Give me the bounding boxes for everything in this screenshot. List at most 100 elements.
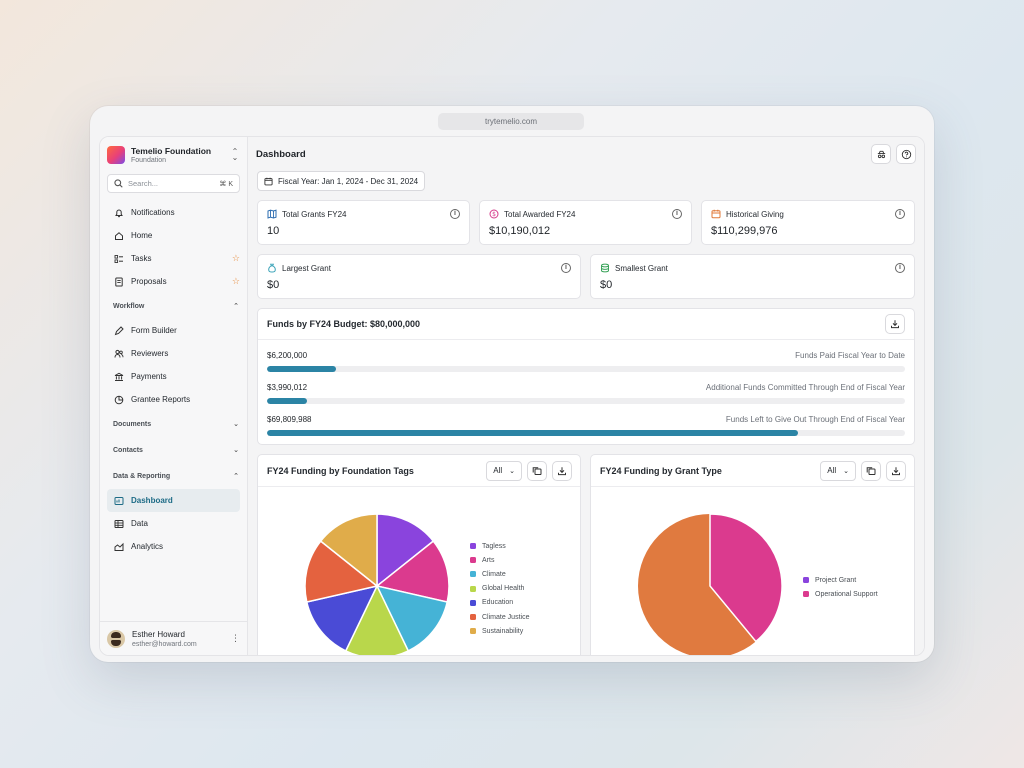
legend-item[interactable]: Education <box>470 596 529 610</box>
section-documents[interactable]: Documents ⌄ <box>100 411 247 437</box>
sidebar-item-grantee-reports[interactable]: Grantee Reports <box>100 388 247 411</box>
legend-item[interactable]: Climate <box>470 567 529 581</box>
people-icon <box>114 349 124 359</box>
download-button[interactable] <box>886 460 906 481</box>
incognito-button[interactable] <box>871 144 891 164</box>
sidebar-item-label: Tasks <box>131 254 152 263</box>
legend-item[interactable]: Arts <box>470 553 529 567</box>
grant-type-pie-chart <box>638 513 783 655</box>
pie-slice-operational-support[interactable] <box>709 513 783 643</box>
filter-select[interactable]: All ⌄ <box>486 460 522 481</box>
legend-item[interactable]: Operational Support <box>803 587 878 601</box>
legend-item[interactable]: Sustainability <box>470 624 529 638</box>
legend-swatch <box>470 543 476 550</box>
book-icon <box>267 209 277 219</box>
url-bar[interactable]: trytemelio.com <box>438 113 584 130</box>
info-icon[interactable]: i <box>672 209 682 219</box>
legend-item[interactable]: Project Grant <box>803 573 878 587</box>
section-label: Data & Reporting <box>113 472 171 480</box>
chevron-down-icon: ⌄ <box>509 467 515 475</box>
legend-item[interactable]: Climate Justice <box>470 610 529 624</box>
device-frame: trytemelio.com Temelio Foundation Founda… <box>90 106 934 662</box>
sidebar-item-proposals[interactable]: Proposals ☆ <box>100 270 247 293</box>
copy-button[interactable] <box>861 460 881 481</box>
table-icon <box>114 519 124 529</box>
legend-label: Global Health <box>482 585 525 593</box>
app-window: Temelio Foundation Foundation ⌃ ⌄ Search.… <box>99 136 925 656</box>
sidebar-item-label: Grantee Reports <box>131 395 191 404</box>
org-switcher[interactable]: Temelio Foundation Foundation ⌃ ⌄ <box>100 137 247 170</box>
legend-label: Project Grant <box>815 576 857 584</box>
sidebar-item-label: Analytics <box>131 542 164 551</box>
pie-slice-climate-justice[interactable] <box>304 540 379 603</box>
download-button[interactable] <box>885 314 905 334</box>
stat-value: $110,299,976 <box>711 225 778 237</box>
budget-card: Funds by FY24 Budget: $80,000,000 $6,200… <box>257 308 915 445</box>
star-icon[interactable]: ☆ <box>231 276 240 286</box>
sidebar-item-notifications[interactable]: Notifications <box>100 201 247 224</box>
legend-label: Operational Support <box>815 590 878 598</box>
section-data-reporting[interactable]: Data & Reporting ⌃ <box>100 463 247 489</box>
pie-slice-arts[interactable] <box>375 540 450 603</box>
calendar-icon <box>264 177 273 186</box>
sidebar-item-data[interactable]: Data <box>100 512 247 535</box>
download-button[interactable] <box>552 460 572 481</box>
dollar-icon: $ <box>489 209 499 219</box>
sidebar-item-label: Notifications <box>131 208 175 217</box>
chevron-up-down-icon[interactable]: ⌃ ⌄ <box>231 147 239 162</box>
section-label: Documents <box>113 420 152 428</box>
legend-label: Climate <box>482 570 506 578</box>
sidebar-item-label: Reviewers <box>131 349 169 358</box>
info-icon[interactable]: i <box>561 263 571 273</box>
filter-value: All <box>827 466 837 475</box>
user-menu[interactable]: Esther Howard esther@howard.com ⋮ <box>100 621 247 655</box>
pie-slice-global-health[interactable] <box>344 584 410 656</box>
legend-swatch <box>470 557 476 564</box>
legend-label: Tagless <box>482 542 506 550</box>
section-contacts[interactable]: Contacts ⌄ <box>100 437 247 463</box>
sidebar-item-reviewers[interactable]: Reviewers <box>100 342 247 365</box>
help-icon <box>901 149 911 159</box>
help-button[interactable] <box>896 144 916 164</box>
info-icon[interactable]: i <box>895 263 905 273</box>
legend-item[interactable]: Global Health <box>470 582 529 596</box>
sidebar-item-form-builder[interactable]: Form Builder <box>100 319 247 342</box>
stat-card-largest-grant: Largest Grant i $0 <box>257 254 581 299</box>
sidebar-item-dashboard[interactable]: Dashboard <box>107 489 240 512</box>
legend-swatch <box>470 628 476 635</box>
budget-amount: $3,990,012 <box>267 383 308 392</box>
pie-slice-climate[interactable] <box>375 584 449 652</box>
pie-slice-sustainability[interactable] <box>319 513 378 588</box>
stat-value: 10 <box>267 225 280 237</box>
sidebar-item-analytics[interactable]: Analytics <box>100 535 247 558</box>
budget-row-committed: $3,990,012 Additional Funds Committed Thr… <box>267 383 905 404</box>
user-name: Esther Howard <box>132 629 185 639</box>
filter-select[interactable]: All ⌄ <box>820 460 856 481</box>
sidebar-item-tasks[interactable]: Tasks ☆ <box>100 247 247 270</box>
legend-item[interactable]: Tagless <box>470 539 529 553</box>
info-icon[interactable]: i <box>450 209 460 219</box>
fiscal-year-button[interactable]: Fiscal Year: Jan 1, 2024 - Dec 31, 2024 <box>257 171 426 191</box>
info-icon[interactable]: i <box>895 209 905 219</box>
legend-swatch <box>803 591 809 598</box>
legend-label: Arts <box>482 556 495 564</box>
star-icon[interactable]: ☆ <box>231 253 240 263</box>
progress-track <box>267 398 905 404</box>
progress-fill <box>267 430 799 436</box>
copy-button[interactable] <box>527 460 547 481</box>
section-workflow[interactable]: Workflow ⌃ <box>100 293 247 319</box>
more-vertical-icon[interactable]: ⋮ <box>231 633 240 643</box>
sidebar-item-label: Proposals <box>131 277 167 286</box>
main-content: Dashboard Fiscal Year: Jan 1, 2024 - Dec… <box>248 137 924 655</box>
copy-icon <box>532 466 542 475</box>
page-title: Dashboard <box>256 148 306 160</box>
section-label: Workflow <box>113 302 145 310</box>
org-type: Foundation <box>131 157 167 164</box>
pie-slice-tagless[interactable] <box>376 513 435 588</box>
svg-text:$: $ <box>492 211 496 218</box>
sidebar-item-payments[interactable]: Payments <box>100 365 247 388</box>
budget-label: Additional Funds Committed Through End o… <box>705 383 905 392</box>
sidebar-item-home[interactable]: Home <box>100 224 247 247</box>
search-input[interactable]: Search... ⌘ K <box>107 174 240 193</box>
pie-slice-education[interactable] <box>305 584 379 652</box>
